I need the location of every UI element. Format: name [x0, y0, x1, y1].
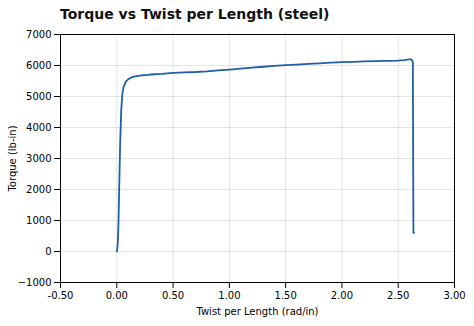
svg-text:5000: 5000 — [26, 91, 51, 102]
svg-text:1.50: 1.50 — [275, 290, 297, 301]
svg-text:1000: 1000 — [26, 215, 51, 226]
svg-text:1.00: 1.00 — [218, 290, 240, 301]
svg-text:0.00: 0.00 — [106, 290, 128, 301]
svg-text:6000: 6000 — [26, 60, 51, 71]
svg-text:2000: 2000 — [26, 184, 51, 195]
svg-text:−1000: −1000 — [18, 277, 52, 288]
svg-text:-0.50: -0.50 — [48, 290, 74, 301]
svg-text:3000: 3000 — [26, 153, 51, 164]
svg-text:2.50: 2.50 — [387, 290, 409, 301]
svg-text:0.50: 0.50 — [162, 290, 184, 301]
svg-text:7000: 7000 — [26, 29, 51, 40]
svg-text:2.00: 2.00 — [331, 290, 353, 301]
svg-text:Twist per Length (rad/in): Twist per Length (rad/in) — [195, 306, 318, 317]
svg-text:0: 0 — [45, 246, 51, 257]
svg-text:3.00: 3.00 — [443, 290, 465, 301]
html-text:Torque vs Twist per Length (st: Torque vs Twist per Length (steel) — [60, 6, 330, 22]
svg-text:4000: 4000 — [26, 122, 51, 133]
svg-text:Torque (lb-in): Torque (lb-in) — [7, 125, 18, 192]
